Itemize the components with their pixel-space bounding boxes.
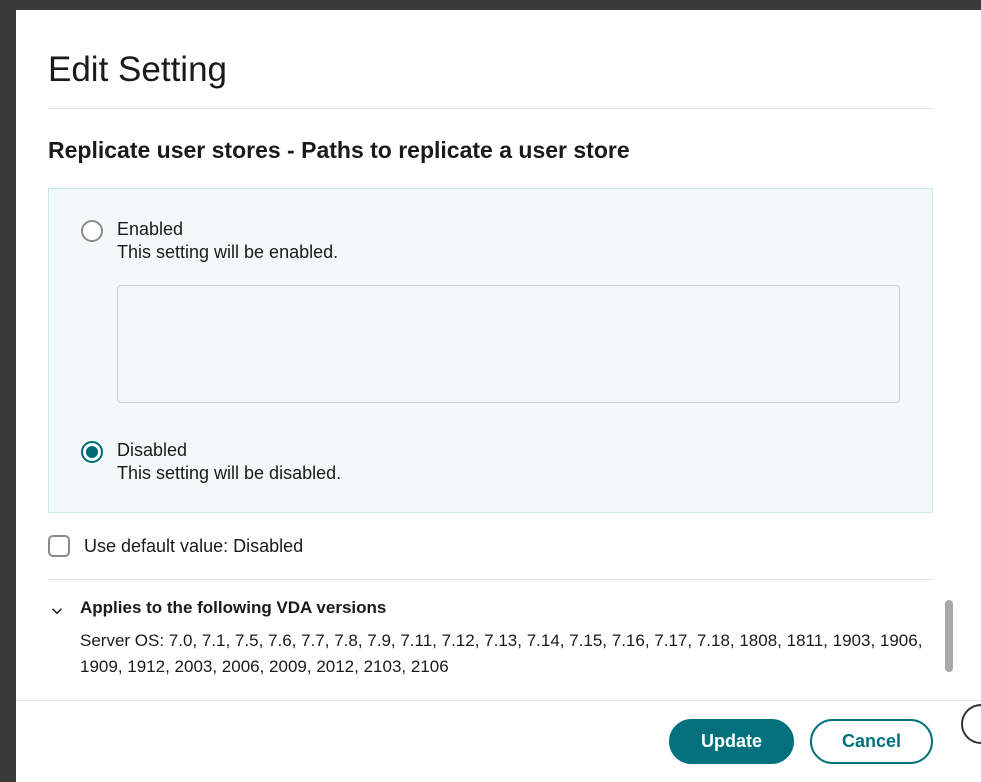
option-disabled-label: Disabled [117,440,900,461]
vda-versions-section: Applies to the following VDA versions Se… [48,598,933,679]
option-enabled-row[interactable]: Enabled This setting will be enabled. [81,219,900,263]
default-value-row[interactable]: Use default value: Disabled [48,535,933,557]
vda-versions-body: Server OS: 7.0, 7.1, 7.5, 7.6, 7.7, 7.8,… [80,628,933,679]
scrollbar-thumb[interactable] [945,600,953,672]
modal-title: Edit Setting [48,50,933,90]
option-disabled-description: This setting will be disabled. [117,463,900,484]
default-value-label: Use default value: Disabled [84,536,303,557]
update-button[interactable]: Update [669,719,794,764]
radio-enabled[interactable] [81,220,103,242]
option-enabled-label: Enabled [117,219,900,240]
vda-versions-title: Applies to the following VDA versions [80,598,933,618]
setting-name: Replicate user stores - Paths to replica… [48,137,933,164]
default-value-checkbox[interactable] [48,535,70,557]
chevron-down-icon[interactable] [48,602,66,620]
option-enabled-description: This setting will be enabled. [117,242,900,263]
section-divider [48,579,933,580]
options-panel: Enabled This setting will be enabled. Di… [48,188,933,513]
modal-footer: Update Cancel [16,700,981,782]
option-disabled-row[interactable]: Disabled This setting will be disabled. [81,440,900,484]
modal-body: Edit Setting Replicate user stores - Pat… [16,10,981,700]
edit-setting-modal: Edit Setting Replicate user stores - Pat… [16,10,981,782]
cancel-button[interactable]: Cancel [810,719,933,764]
radio-disabled[interactable] [81,441,103,463]
title-divider [48,108,933,109]
paths-textarea[interactable] [117,285,900,403]
